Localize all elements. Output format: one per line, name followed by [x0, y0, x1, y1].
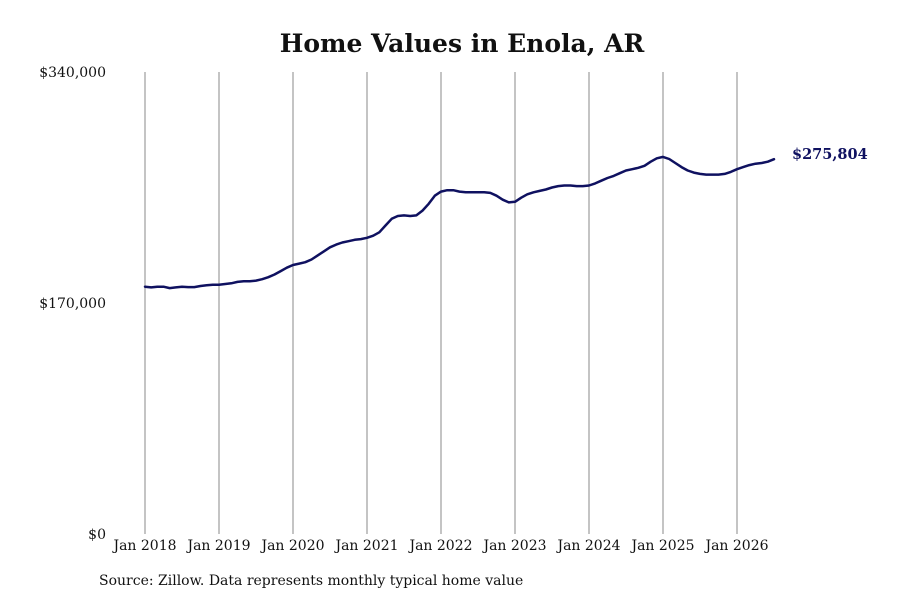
y-tick-label: $0: [88, 527, 106, 543]
x-tick-label: Jan 2022: [407, 538, 472, 554]
x-tick-label: Jan 2025: [629, 538, 694, 554]
y-axis-ticks: $0 $170,000 $340,000: [39, 65, 106, 543]
x-tick-label: Jan 2019: [185, 538, 250, 554]
series-line: [143, 155, 776, 290]
y-tick-label: $170,000: [39, 296, 106, 312]
end-value-label: $275,804: [792, 146, 868, 163]
x-tick-label: Jan 2026: [703, 538, 768, 554]
x-tick-label: Jan 2023: [481, 538, 546, 554]
chart-title: Home Values in Enola, AR: [280, 29, 645, 58]
grid-lines: [144, 72, 738, 534]
x-tick-label: Jan 2024: [555, 538, 620, 554]
series-layer: [143, 155, 776, 290]
x-tick-label: Jan 2021: [333, 538, 398, 554]
x-tick-label: Jan 2018: [111, 538, 176, 554]
y-tick-label: $340,000: [39, 65, 106, 81]
source-note: Source: Zillow. Data represents monthly …: [99, 573, 524, 589]
x-tick-label: Jan 2020: [259, 538, 324, 554]
x-axis-ticks: Jan 2018 Jan 2019 Jan 2020 Jan 2021 Jan 2022…: [111, 538, 768, 554]
